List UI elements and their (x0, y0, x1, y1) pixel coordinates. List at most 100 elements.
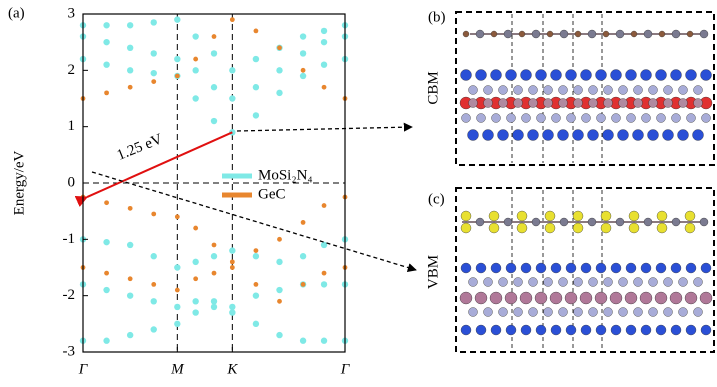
atom (604, 308, 613, 317)
atom (544, 99, 553, 108)
atom (529, 99, 538, 108)
atom (499, 308, 508, 317)
band-point (212, 243, 217, 248)
atom (545, 223, 555, 233)
band-point (321, 28, 327, 34)
band-point (192, 309, 198, 315)
atom (659, 31, 665, 37)
atom (657, 223, 667, 233)
band-point (229, 247, 235, 253)
band-point (104, 200, 109, 205)
atom (559, 99, 568, 108)
atom (461, 211, 471, 221)
band-point (253, 112, 259, 118)
atom (521, 70, 532, 81)
atom (537, 114, 546, 123)
atom (560, 218, 568, 226)
atom (589, 308, 598, 317)
band-point (322, 85, 327, 90)
atom (469, 86, 478, 95)
band-point (276, 332, 282, 338)
band-point (103, 287, 109, 293)
atom (519, 31, 525, 37)
atom (596, 263, 606, 273)
atom (476, 325, 486, 335)
atom (491, 325, 501, 335)
atom (679, 99, 688, 108)
atom (532, 30, 540, 38)
atom (575, 31, 581, 37)
band-point (151, 282, 156, 287)
band-point (321, 281, 327, 287)
band-point (300, 253, 306, 259)
band-point (277, 299, 282, 304)
atom (671, 263, 681, 273)
figure: (a) Energy/eV (b) CBM (c) VBM -3-2-10123… (0, 0, 717, 382)
atom (559, 278, 568, 287)
atom (543, 130, 554, 141)
atom (475, 292, 487, 304)
atom (574, 278, 583, 287)
band-point (151, 19, 157, 25)
atom (616, 30, 624, 38)
atom (701, 70, 712, 81)
atom (629, 223, 639, 233)
band-point (127, 332, 133, 338)
atom (595, 292, 607, 304)
atom (687, 31, 693, 37)
atom (589, 278, 598, 287)
atom (566, 263, 576, 273)
band-point (253, 56, 259, 62)
atom (507, 114, 516, 123)
band-point (301, 282, 306, 287)
atom (671, 70, 682, 81)
atom (560, 30, 568, 38)
atom (506, 325, 516, 335)
atom (641, 325, 651, 335)
atom (679, 86, 688, 95)
atom (685, 211, 695, 221)
atom (544, 278, 553, 287)
atom (514, 278, 523, 287)
atom (694, 308, 703, 317)
atom (580, 292, 592, 304)
atom (574, 308, 583, 317)
atom (499, 86, 508, 95)
band-point (151, 79, 156, 84)
atom (521, 263, 531, 273)
atom (491, 31, 497, 37)
band-point (127, 67, 133, 73)
atom (618, 130, 629, 141)
atom (529, 308, 538, 317)
atom (558, 130, 569, 141)
band-point (192, 33, 198, 39)
atom (588, 130, 599, 141)
atom (686, 263, 696, 273)
band-point (276, 67, 282, 73)
atom (504, 218, 512, 226)
atom (611, 70, 622, 81)
band-point (174, 56, 180, 62)
atom (634, 308, 643, 317)
atom (634, 278, 643, 287)
band-point (128, 85, 133, 90)
atom (649, 99, 658, 108)
atom (664, 278, 673, 287)
atom (536, 70, 547, 81)
band-point (254, 248, 259, 253)
x-tick-label: M (170, 361, 185, 377)
atom (610, 292, 622, 304)
atom (528, 130, 539, 141)
atom (702, 114, 711, 123)
atom (551, 325, 561, 335)
band-point (300, 33, 306, 39)
atom (544, 86, 553, 95)
band-point (229, 67, 235, 73)
atom (574, 99, 583, 108)
atom (634, 99, 643, 108)
atom (626, 325, 636, 335)
atom (489, 223, 499, 233)
y-axis-label: Energy/eV (11, 150, 27, 215)
band-point (253, 253, 259, 259)
atom (581, 70, 592, 81)
